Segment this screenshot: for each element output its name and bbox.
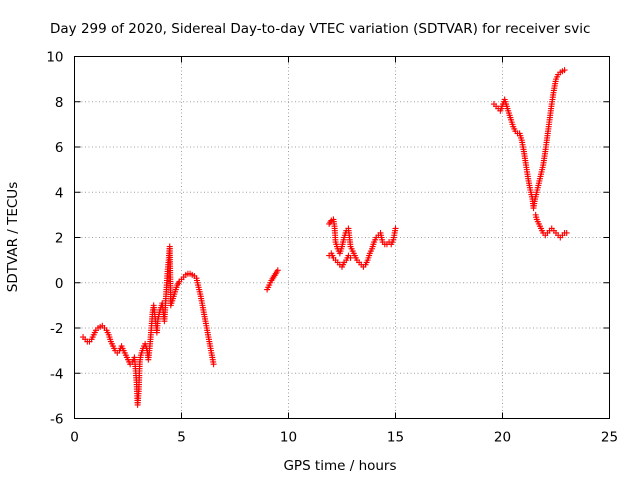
x-tick-label: 20 (494, 430, 511, 446)
data-point (210, 361, 217, 368)
x-tick-label: 5 (177, 430, 186, 446)
x-tick-label: 0 (70, 430, 79, 446)
data-points (80, 67, 570, 408)
y-tick-label: 4 (55, 185, 64, 201)
x-tick-label: 25 (601, 430, 618, 446)
y-tick-label: 0 (55, 276, 64, 292)
data-point (274, 267, 281, 274)
y-tick-label: -4 (50, 366, 63, 382)
y-tick-labels: -6 -4 -2 0 2 4 6 8 10 (46, 50, 63, 428)
grid (74, 56, 610, 419)
plot-frame (74, 56, 610, 419)
y-tick-label: -6 (50, 412, 63, 428)
y-tick-label: 10 (46, 50, 63, 66)
y-tick-label: 8 (55, 95, 64, 111)
x-tick-labels: 0 5 10 15 20 25 (70, 430, 618, 446)
y-tick-label: -2 (50, 321, 63, 337)
data-point (563, 229, 570, 236)
x-tick-label: 10 (280, 430, 297, 446)
y-tick-label: 2 (55, 231, 64, 247)
data-point (347, 254, 354, 261)
y-axis-label: SDTVAR / TECUs (5, 182, 21, 292)
chart-title: Day 299 of 2020, Sidereal Day-to-day VTE… (50, 21, 590, 37)
x-axis-label: GPS time / hours (283, 458, 396, 474)
y-tick-label: 6 (55, 140, 64, 156)
x-tick-label: 15 (387, 430, 404, 446)
data-point (561, 67, 568, 74)
data-point (392, 225, 399, 232)
